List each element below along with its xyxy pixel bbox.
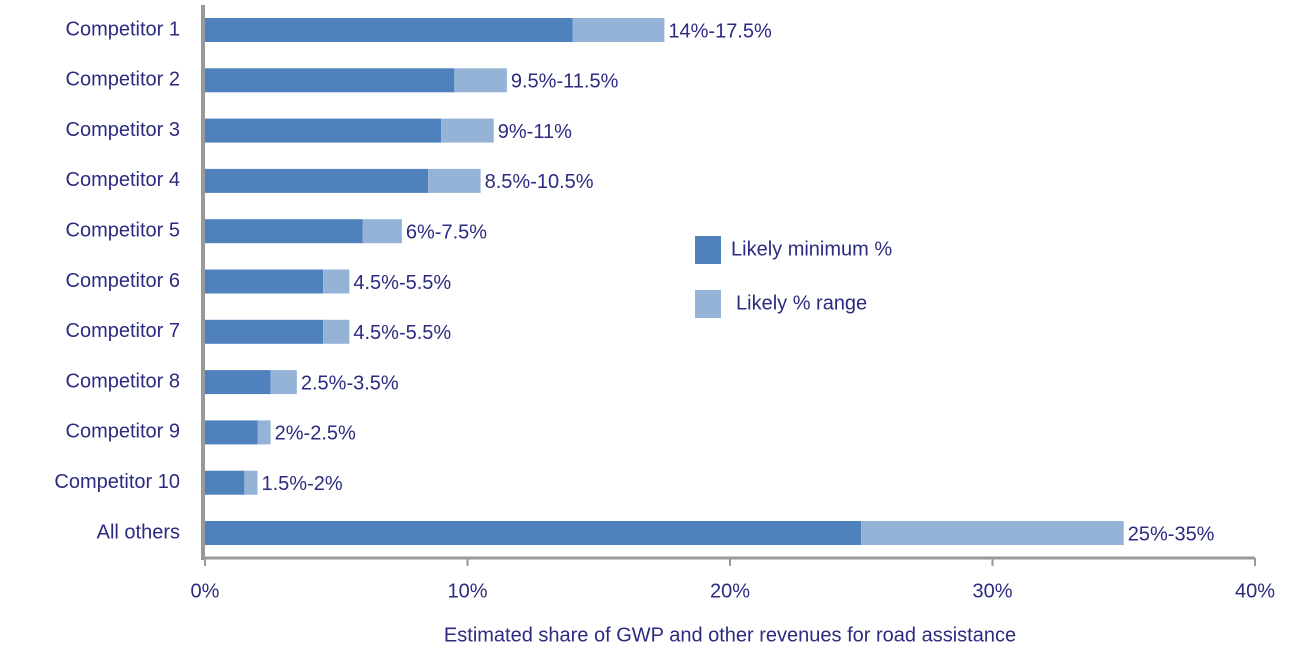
y-tick-label: Competitor 5 bbox=[66, 219, 181, 241]
y-tick-label: Competitor 2 bbox=[66, 69, 181, 91]
x-tick-label: 20% bbox=[710, 580, 750, 602]
y-tick-label: Competitor 4 bbox=[66, 169, 181, 191]
y-tick-label: All others bbox=[97, 521, 180, 543]
x-tick-label: 40% bbox=[1235, 580, 1275, 602]
bar-label: 9%-11% bbox=[498, 121, 572, 143]
y-tick-label: Competitor 10 bbox=[54, 471, 180, 493]
bar-label: 4.5%-5.5% bbox=[353, 322, 451, 344]
y-tick-label: Competitor 3 bbox=[66, 119, 181, 141]
bar-label: 1.5%-2% bbox=[262, 473, 343, 495]
bar-segment bbox=[270, 370, 297, 395]
bar-segment bbox=[428, 168, 481, 193]
y-tick-label: Competitor 9 bbox=[66, 421, 181, 443]
bar-segment bbox=[205, 118, 442, 143]
bar-segment bbox=[205, 68, 455, 93]
bar-label: 2%-2.5% bbox=[275, 423, 356, 445]
bar-segment bbox=[205, 420, 258, 445]
y-tick-label: Competitor 7 bbox=[66, 320, 181, 342]
bar-segment bbox=[454, 68, 507, 93]
bar-label: 4.5%-5.5% bbox=[353, 272, 451, 294]
x-tick-label: 10% bbox=[447, 580, 487, 602]
bar-segment bbox=[205, 319, 324, 344]
bar-segment bbox=[205, 18, 573, 42]
bar-segment bbox=[205, 370, 271, 395]
bar-segment bbox=[205, 269, 324, 294]
bar-segment bbox=[205, 219, 363, 244]
bar-segment bbox=[205, 470, 245, 495]
bar-segment bbox=[362, 219, 402, 244]
x-tick-label: 0% bbox=[191, 580, 220, 602]
bar-label: 8.5%-10.5% bbox=[485, 171, 594, 193]
y-tick-label: Competitor 8 bbox=[66, 370, 181, 392]
bar-segment bbox=[572, 18, 665, 42]
x-axis-label: Estimated share of GWP and other revenue… bbox=[444, 624, 1016, 646]
bar-label: 14%-17.5% bbox=[668, 20, 772, 42]
bar-label: 9.5%-11.5% bbox=[511, 71, 619, 93]
y-tick-label: Competitor 1 bbox=[66, 18, 181, 40]
bar-segment bbox=[861, 521, 1124, 545]
bar-segment bbox=[205, 521, 862, 545]
legend-label: Likely % range bbox=[736, 292, 867, 314]
bar-segment bbox=[257, 420, 271, 445]
bar-label: 6%-7.5% bbox=[406, 221, 487, 243]
bar-segment bbox=[323, 269, 350, 294]
bar-label: 2.5%-3.5% bbox=[301, 372, 399, 394]
legend-label: Likely minimum % bbox=[731, 238, 892, 260]
bar-segment bbox=[441, 118, 494, 143]
legend-swatch bbox=[695, 290, 721, 318]
bar-label: 25%-35% bbox=[1128, 523, 1215, 545]
bar-segment bbox=[323, 319, 350, 344]
bar-segment bbox=[244, 470, 258, 495]
bar-segment bbox=[205, 168, 429, 193]
y-tick-label: Competitor 6 bbox=[66, 270, 181, 292]
x-tick-label: 30% bbox=[972, 580, 1012, 602]
legend-swatch bbox=[695, 236, 721, 264]
